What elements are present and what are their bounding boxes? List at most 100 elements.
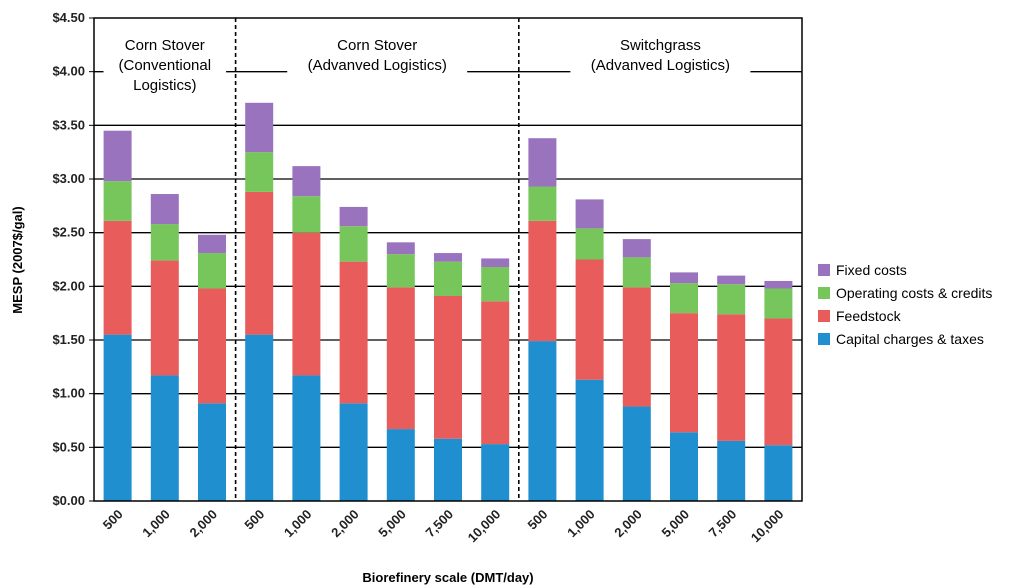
y-tick-label: $1.50 (52, 332, 85, 347)
x-tick-label: 500 (241, 507, 267, 533)
group-label: Switchgrass (620, 37, 701, 54)
x-tick-label: 2,000 (187, 507, 221, 541)
legend-label: Operating costs & credits (836, 285, 992, 301)
y-tick-label: $0.00 (52, 493, 85, 508)
x-tick-label: 7,500 (423, 507, 457, 541)
bar-segment-operating-costs-credits (150, 224, 179, 261)
x-tick-label: 1,000 (281, 507, 315, 541)
x-tick-label: 1,000 (139, 507, 173, 541)
group-label: Logistics) (133, 77, 196, 94)
bar-segment-operating-costs-credits (575, 228, 604, 260)
bar-segment-operating-costs-credits (717, 284, 746, 315)
bar-segment-capital-charges-taxes (245, 334, 274, 501)
bar-segment-fixed-costs (386, 242, 415, 255)
bar-segment-operating-costs-credits (481, 267, 510, 302)
y-tick-label: $2.50 (52, 225, 85, 240)
bar-segment-operating-costs-credits (764, 288, 793, 319)
bar-segment-fixed-costs (764, 280, 793, 289)
bar-segment-operating-costs-credits (386, 254, 415, 288)
bar-segment-operating-costs-credits (528, 186, 557, 221)
bar-segment-capital-charges-taxes (481, 444, 510, 501)
y-tick-label: $2.00 (52, 278, 85, 293)
bar-segment-capital-charges-taxes (103, 334, 132, 501)
bar-segment-operating-costs-credits (434, 261, 462, 296)
legend-label: Fixed costs (836, 262, 907, 278)
bar-segment-feedstock (528, 220, 557, 342)
bar-segment-feedstock (764, 318, 793, 446)
bar-segment-capital-charges-taxes (386, 429, 415, 501)
bar-segment-operating-costs-credits (292, 196, 321, 233)
bar-segment-fixed-costs (717, 275, 746, 285)
y-tick-label: $1.00 (52, 386, 85, 401)
group-label-bg (287, 34, 468, 78)
x-axis-title: Biorefinery scale (DMT/day) (362, 570, 533, 585)
bar-segment-feedstock (339, 261, 368, 404)
group-label: (Advanved Logistics) (591, 57, 730, 74)
bar-segment-feedstock (434, 295, 462, 439)
y-tick-label: $4.00 (52, 64, 85, 79)
bar-segment-operating-costs-credits (245, 152, 274, 192)
group-label: (Advanved Logistics) (308, 57, 447, 74)
bar-segment-capital-charges-taxes (575, 379, 604, 501)
bar-segment-feedstock (103, 220, 132, 335)
x-tick-label: 500 (100, 507, 126, 533)
bar-segment-capital-charges-taxes (198, 403, 226, 501)
bar-segment-feedstock (198, 288, 226, 404)
bar-segment-feedstock (150, 260, 179, 376)
x-tick-label: 500 (525, 507, 551, 533)
bar-segment-feedstock (386, 287, 415, 430)
x-tick-label: 2,000 (328, 507, 362, 541)
bar-segment-fixed-costs (292, 166, 321, 197)
y-axis-title: MESP (2007$/gal) (10, 206, 25, 313)
x-tick-label: 2,000 (611, 507, 645, 541)
x-tick-label: 1,000 (564, 507, 598, 541)
bar-segment-capital-charges-taxes (528, 341, 557, 501)
bar-segment-capital-charges-taxes (339, 403, 368, 501)
x-tick-label: 5,000 (659, 507, 693, 541)
bar-segment-fixed-costs (339, 206, 368, 227)
group-label: Corn Stover (337, 37, 417, 54)
bar-segment-fixed-costs (198, 234, 226, 254)
plot-frame (93, 17, 803, 502)
bar-segment-feedstock (481, 301, 510, 445)
legend-swatch (818, 287, 830, 299)
x-tick-label: 7,500 (706, 507, 740, 541)
y-tick-label: $3.00 (52, 171, 85, 186)
x-tick-label: 10,000 (465, 507, 504, 546)
x-tick-label: 10,000 (748, 507, 787, 546)
bar-segment-capital-charges-taxes (622, 406, 651, 501)
bar-segment-fixed-costs (575, 199, 604, 229)
bar-segment-capital-charges-taxes (764, 445, 793, 501)
bar-segment-capital-charges-taxes (434, 438, 462, 501)
bar-segment-fixed-costs (434, 253, 462, 262)
legend-swatch (818, 310, 830, 322)
bar-segment-fixed-costs (670, 272, 698, 284)
y-tick-label: $4.50 (52, 10, 85, 25)
bar-segment-feedstock (717, 314, 746, 441)
bar-segment-capital-charges-taxes (717, 440, 746, 501)
bar-segment-feedstock (622, 287, 651, 407)
bar-segment-feedstock (292, 232, 321, 376)
bar-segment-fixed-costs (622, 239, 651, 258)
y-tick-label: $0.50 (52, 439, 85, 454)
bar-segment-feedstock (245, 191, 274, 335)
group-label: (Conventional (119, 57, 212, 74)
bar-segment-fixed-costs (245, 102, 274, 153)
bar-segment-operating-costs-credits (339, 226, 368, 262)
legend-swatch (818, 264, 830, 276)
bar-segment-fixed-costs (150, 194, 179, 225)
y-tick-label: $3.50 (52, 117, 85, 132)
bar-segment-operating-costs-credits (622, 257, 651, 288)
bar-segment-fixed-costs (481, 258, 510, 268)
bar-segment-operating-costs-credits (198, 253, 226, 289)
bar-segment-operating-costs-credits (103, 181, 132, 221)
x-tick-label: 5,000 (375, 507, 409, 541)
legend-label: Feedstock (836, 308, 902, 324)
group-label-bg (570, 34, 751, 78)
bar-segment-fixed-costs (528, 138, 557, 187)
bar-segment-fixed-costs (103, 130, 132, 182)
bar-segment-capital-charges-taxes (150, 375, 179, 501)
bar-segment-feedstock (575, 259, 604, 380)
bar-segment-capital-charges-taxes (292, 375, 321, 501)
